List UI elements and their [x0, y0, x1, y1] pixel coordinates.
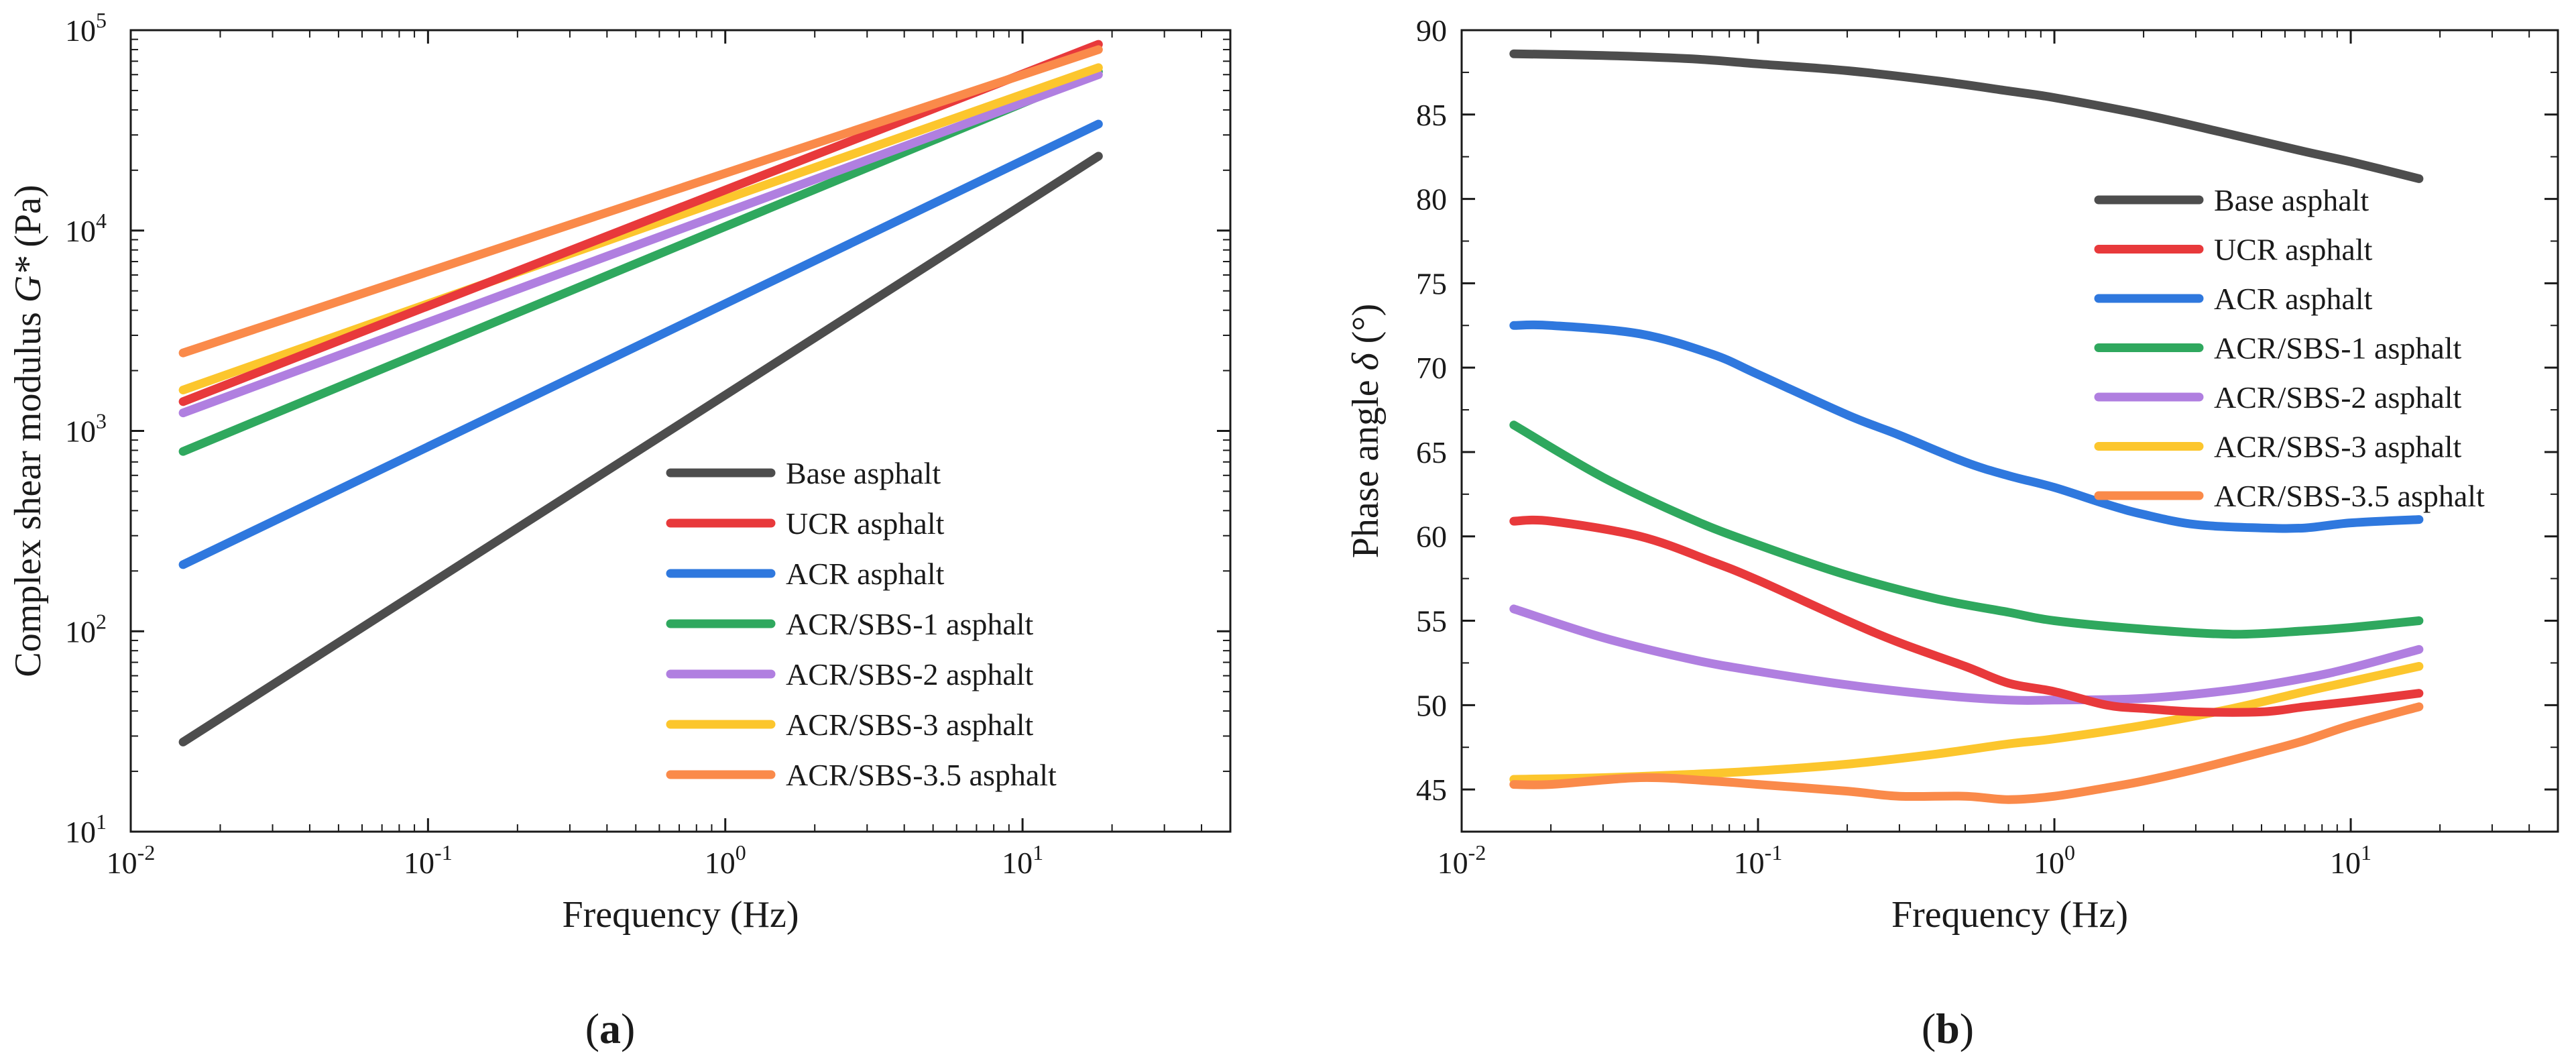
y-tick-label: 105	[65, 8, 107, 48]
y-tick-label: 55	[1416, 604, 1447, 638]
series-group	[178, 40, 1103, 746]
panel-label: (b)	[1922, 1005, 1974, 1052]
x-tick-label: 100	[2034, 840, 2075, 880]
y-tick-label: 85	[1416, 98, 1447, 132]
series-line-acr-asphalt	[1509, 320, 2424, 533]
legend-label: Base asphalt	[786, 456, 941, 490]
x-axis-title: Frequency (Hz)	[563, 894, 799, 936]
y-tick-label: 101	[65, 810, 107, 849]
series-line-base-asphalt	[178, 152, 1103, 746]
legend-label: ACR/SBS-2 asphalt	[2214, 380, 2462, 414]
series-line-acr-sbs-1-asphalt	[1509, 421, 2424, 639]
legend-label: UCR asphalt	[786, 506, 945, 541]
y-tick-label: 104	[65, 209, 107, 248]
series-line-acr-sbs-3-asphalt	[178, 63, 1103, 394]
series-line-acr-sbs-3-5-asphalt	[178, 45, 1103, 357]
legend-label: ACR/SBS-3.5 asphalt	[2214, 479, 2485, 513]
y-tick-label: 103	[65, 409, 107, 449]
series-line-acr-sbs-3-asphalt	[1509, 662, 2424, 784]
legend-label: ACR/SBS-3.5 asphalt	[786, 758, 1057, 792]
y-tick-label: 80	[1416, 182, 1447, 217]
x-axis-title: Frequency (Hz)	[1891, 894, 2128, 936]
y-tick-label: 102	[65, 609, 107, 649]
legend-label: ACR/SBS-3 asphalt	[786, 708, 1034, 742]
y-axis-title: Phase angle δ (°)	[1345, 304, 1387, 559]
series-line-acr-sbs-2-asphalt	[1509, 604, 2424, 705]
y-tick-label: 90	[1416, 13, 1447, 48]
x-tick-label: 101	[2330, 840, 2372, 880]
legend: Base asphalt UCR asphalt ACR asphalt ACR/SB…	[666, 456, 1057, 792]
x-tick-label: 101	[1002, 840, 1043, 880]
legend-label: ACR/SBS-2 asphalt	[786, 657, 1034, 691]
legend-label: ACR/SBS-1 asphalt	[2214, 331, 2462, 366]
series-line-acr-sbs-2-asphalt	[178, 70, 1103, 418]
y-tick-label: 75	[1416, 266, 1447, 300]
series-group	[1509, 49, 2424, 804]
x-tick-label: 10-1	[1734, 840, 1783, 880]
series-line-ucr-asphalt	[1509, 515, 2424, 717]
chart-panel-b: 10-2 10-1 100 101 45 50 55 60 65 70 75 80 85 90 Freque…	[1345, 13, 2559, 1052]
plot-frame	[129, 29, 1232, 833]
y-tick-label: 45	[1416, 773, 1447, 807]
legend-label: Base asphalt	[2214, 183, 2369, 217]
x-tick-label: 100	[705, 840, 746, 880]
legend-label: ACR/SBS-1 asphalt	[786, 607, 1034, 641]
y-tick-label: 50	[1416, 688, 1447, 722]
legend-label: UCR asphalt	[2214, 233, 2373, 267]
plot-frame	[1460, 29, 2559, 833]
y-tick-label: 65	[1416, 435, 1447, 469]
y-tick-label: 60	[1416, 520, 1447, 554]
y-axis-title: Complex shear modulus G* (Pa)	[7, 184, 49, 677]
series-line-acr-asphalt	[178, 119, 1103, 569]
legend: Base asphalt UCR asphalt ACR asphalt ACR/SB…	[2094, 183, 2485, 513]
legend-label: ACR asphalt	[786, 557, 945, 591]
panel-label: (a)	[585, 1005, 636, 1052]
series-line-base-asphalt	[1509, 49, 2424, 183]
series-line-acr-sbs-3-5-asphalt	[1509, 702, 2424, 804]
legend-label: ACR/SBS-3 asphalt	[2214, 430, 2462, 464]
legend-label: ACR asphalt	[2214, 282, 2373, 316]
chart-panel-a: 10-2 10-1 100 101 101 102 103 104 105 Frequency (…	[7, 8, 1232, 1052]
x-tick-label: 10-2	[107, 840, 156, 880]
x-tick-label: 10-1	[404, 840, 453, 880]
y-tick-label: 70	[1416, 351, 1447, 385]
x-tick-label: 10-2	[1438, 840, 1486, 880]
